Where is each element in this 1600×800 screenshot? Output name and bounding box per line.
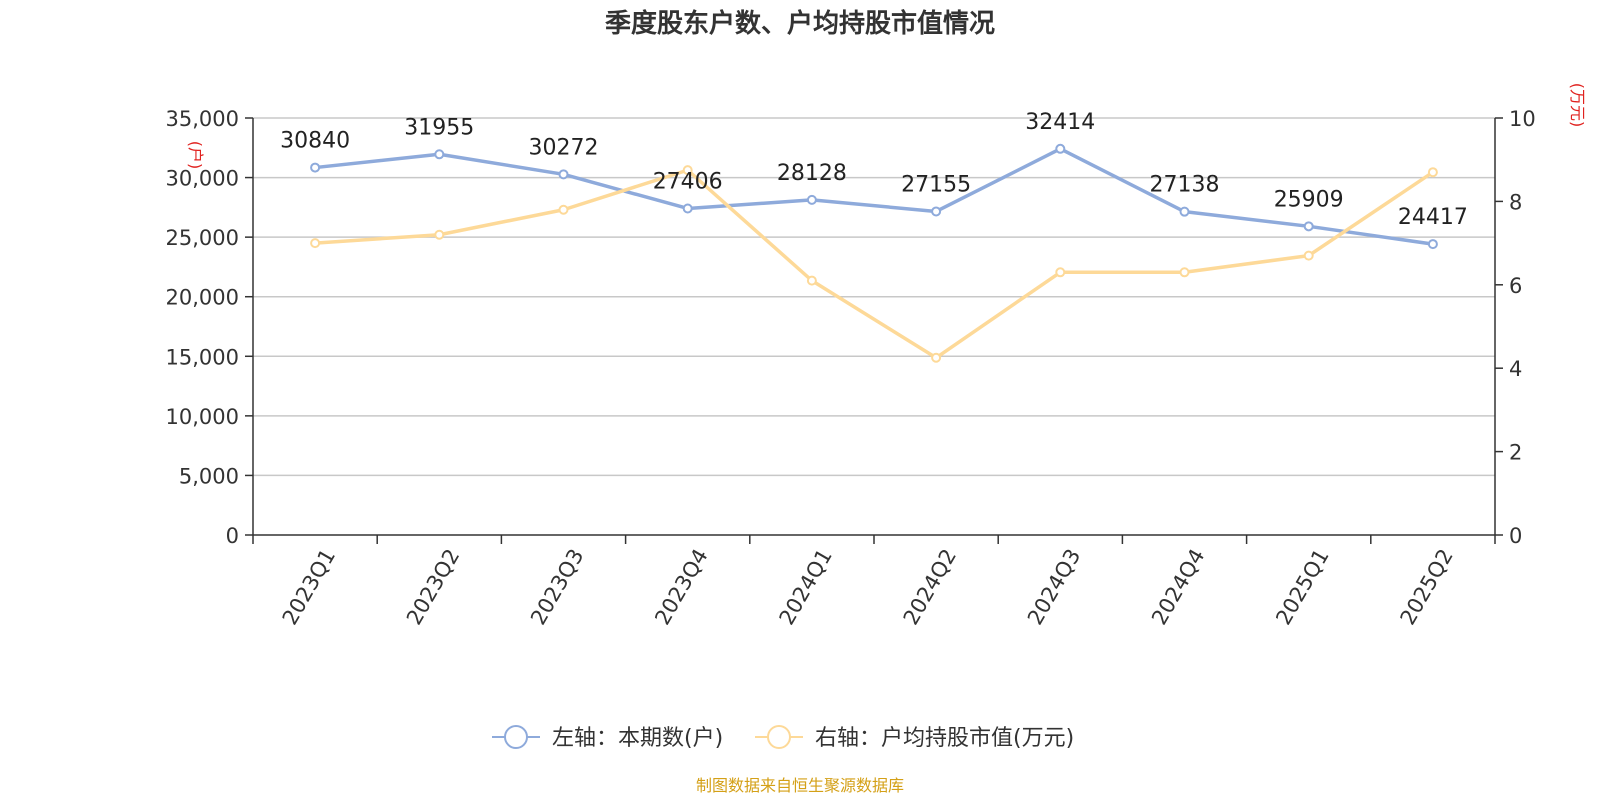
data-label: 30840 (280, 129, 350, 154)
legend-right-marker-icon (767, 725, 791, 749)
data-label: 32414 (1025, 110, 1095, 135)
x-tick-label: 2024Q2 (899, 545, 961, 629)
right-tick-label: 4 (1509, 357, 1522, 381)
left-tick-label: 10,000 (166, 405, 239, 429)
left-series-point[interactable] (1303, 221, 1314, 232)
right-series-point[interactable] (682, 165, 693, 176)
data-labels: 30840 31955 30272 27406 28128 27155 32414 27138… (280, 110, 1468, 230)
data-label: 25909 (1274, 187, 1344, 212)
grid-lines (253, 117, 1495, 477)
left-series-point[interactable] (682, 203, 693, 214)
left-tick-label: 20,000 (166, 286, 239, 310)
legend-right-label: 右轴：户均持股市值(万元) (815, 726, 1074, 751)
right-series-point[interactable] (931, 352, 942, 363)
data-label: 24417 (1398, 205, 1468, 230)
data-label: 27406 (653, 169, 723, 194)
left-tick-label: 0 (226, 524, 239, 548)
right-tick-label: 6 (1509, 274, 1522, 298)
series-layer (310, 143, 1438, 363)
left-series-line (314, 147, 1434, 246)
left-tick-label: 25,000 (166, 226, 239, 250)
right-tick-label: 10 (1509, 107, 1536, 131)
data-label: 30272 (529, 135, 599, 160)
right-tick-label: 2 (1509, 441, 1522, 465)
x-tick-label: 2024Q3 (1023, 545, 1085, 629)
chart-title: 季度股东户数、户均持股市值情况 (605, 8, 995, 39)
x-tick-label: 2023Q4 (650, 545, 712, 629)
left-series-point[interactable] (1055, 143, 1066, 154)
left-series-point[interactable] (310, 162, 321, 173)
left-axis-unit: (户) (186, 141, 205, 170)
right-series-point[interactable] (806, 275, 817, 286)
right-series-point[interactable] (1179, 267, 1190, 278)
right-axis-unit: (万元) (1568, 83, 1587, 128)
right-tick-label: 0 (1509, 524, 1522, 548)
legend[interactable]: 左轴：本期数(户) 右轴：户均持股市值(万元) (492, 725, 1074, 751)
x-tick-label: 2024Q1 (775, 545, 837, 629)
x-tick-label: 2025Q1 (1271, 545, 1333, 629)
legend-left-label: 左轴：本期数(户) (552, 726, 723, 751)
legend-item-left-series[interactable]: 左轴：本期数(户) (492, 725, 723, 751)
right-series-point[interactable] (310, 238, 321, 249)
left-series-point[interactable] (434, 149, 445, 160)
source-note: 制图数据来自恒生聚源数据库 (696, 776, 904, 795)
left-series-point[interactable] (1179, 206, 1190, 217)
x-tick-label: 2023Q3 (526, 545, 588, 629)
data-label: 27155 (901, 172, 971, 197)
left-tick-label: 5,000 (179, 464, 239, 488)
right-series-point[interactable] (434, 229, 445, 240)
legend-item-right-series[interactable]: 右轴：户均持股市值(万元) (755, 725, 1074, 751)
left-series-point[interactable] (931, 206, 942, 217)
x-tick-label: 2023Q2 (402, 545, 464, 629)
left-series-point[interactable] (558, 169, 569, 180)
right-series-point[interactable] (1427, 167, 1438, 178)
right-series-point[interactable] (1055, 267, 1066, 278)
right-series-line (314, 168, 1434, 360)
right-series-point[interactable] (558, 204, 569, 215)
left-tick-label: 35,000 (166, 107, 239, 131)
x-tick-label: 2023Q1 (278, 545, 340, 629)
left-tick-label: 30,000 (166, 167, 239, 191)
right-tick-label: 8 (1509, 190, 1522, 214)
legend-left-marker-icon (504, 725, 528, 749)
data-label: 28128 (777, 161, 847, 186)
left-series-point[interactable] (806, 194, 817, 205)
x-tick-label: 2025Q2 (1396, 545, 1458, 629)
data-label: 27138 (1150, 173, 1220, 198)
x-tick-label: 2024Q4 (1147, 545, 1209, 629)
right-series-point[interactable] (1303, 250, 1314, 261)
left-series-point[interactable] (1427, 239, 1438, 250)
left-tick-label: 15,000 (166, 345, 239, 369)
data-label: 31955 (404, 115, 474, 140)
axes: 0 5,000 10,000 15,000 20,000 25,000 30,000 35,0… (166, 107, 1536, 629)
